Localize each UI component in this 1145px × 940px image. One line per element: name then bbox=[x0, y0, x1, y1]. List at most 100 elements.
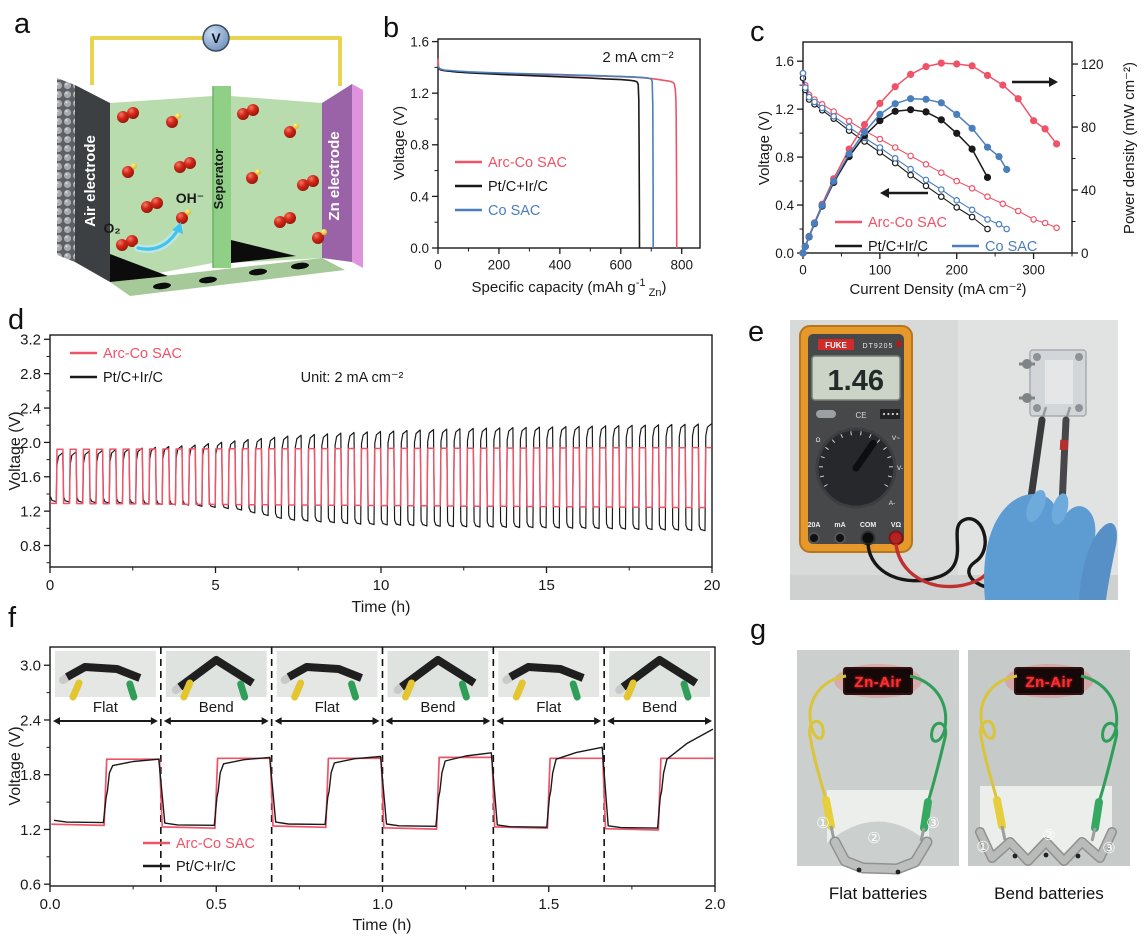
svg-text:V~: V~ bbox=[892, 435, 900, 442]
ce-mark: CE bbox=[855, 411, 866, 420]
plot-frame-b bbox=[437, 38, 701, 249]
svg-text:200: 200 bbox=[488, 258, 511, 273]
electrolyte-right bbox=[231, 96, 322, 263]
panel-b-chart: 0 200 400 600 800 0.0 0.4 0.8 1.2 1.6 2 mA cm⁻² Arc… bbox=[391, 34, 701, 299]
panel-c-chart: 0 100 200 300 0.0 0.4 0.8 1.2 1.6 0 40 80 120 Arc-Co … bbox=[756, 41, 1138, 298]
zn-electrode bbox=[322, 84, 352, 262]
port-label: 20A bbox=[808, 522, 821, 529]
polarization-Co SAC bbox=[802, 73, 1007, 230]
port-label: VΩ bbox=[891, 522, 902, 529]
legend-label: Arc-Co SAC bbox=[488, 155, 567, 171]
port-label: mA bbox=[834, 522, 845, 529]
svg-text:600: 600 bbox=[610, 258, 633, 273]
svg-text:0.6: 0.6 bbox=[20, 877, 41, 894]
svg-text:Ω: Ω bbox=[816, 437, 821, 444]
svg-text:0: 0 bbox=[46, 577, 54, 594]
b-ylabel: Voltage (V) bbox=[391, 106, 408, 180]
inset-photo-0 bbox=[55, 651, 156, 701]
electrolyte-molecules bbox=[116, 104, 327, 251]
o2-label: O₂ bbox=[103, 220, 120, 236]
legend-label: Arc-Co SAC bbox=[868, 215, 947, 231]
svg-text:0.5: 0.5 bbox=[206, 896, 227, 913]
gdl-sphere-wall bbox=[57, 78, 75, 262]
plot-frame-c bbox=[802, 41, 1073, 254]
inset-photo-1 bbox=[165, 651, 267, 701]
led-display bbox=[843, 667, 913, 695]
svg-text:2.0: 2.0 bbox=[705, 896, 726, 913]
flexible-cell bbox=[1019, 349, 1087, 417]
d-ylabel: Voltage (V) bbox=[7, 411, 24, 490]
oh-label: OH⁻ bbox=[176, 190, 204, 206]
f-xlabel: Time (h) bbox=[353, 917, 412, 934]
segment-label-flat: Flat bbox=[315, 699, 341, 716]
voltmeter-label: V bbox=[211, 30, 221, 46]
svg-text:0.4: 0.4 bbox=[775, 198, 794, 213]
bend-batteries-photo: Zn-Air ① ② ③ bbox=[968, 650, 1130, 866]
svg-text:200: 200 bbox=[945, 263, 968, 278]
svg-text:1.6: 1.6 bbox=[775, 54, 794, 69]
battery-number: ① bbox=[976, 839, 989, 856]
electrolyte-left bbox=[110, 96, 213, 282]
legend-label: Arc-Co SAC bbox=[103, 346, 182, 362]
svg-text:800: 800 bbox=[670, 258, 693, 273]
battery-number: ② bbox=[867, 830, 880, 847]
led-text: Zn-Air bbox=[1025, 674, 1072, 691]
annotation-current-density: 2 mA cm⁻² bbox=[602, 49, 673, 66]
f-ylabel: Voltage (V) bbox=[7, 726, 24, 805]
svg-text:A-: A- bbox=[889, 500, 896, 507]
svg-text:1.2: 1.2 bbox=[410, 86, 429, 101]
svg-text:0: 0 bbox=[1081, 246, 1089, 261]
panel-label-f: f bbox=[8, 602, 17, 634]
panel-label-a: a bbox=[14, 8, 31, 40]
svg-text:0: 0 bbox=[434, 258, 442, 273]
segment-label-bend: Bend bbox=[199, 699, 234, 716]
cycling-Arc-Co SAC bbox=[50, 446, 712, 509]
battery-number: ③ bbox=[926, 815, 939, 832]
panel-label-d: d bbox=[8, 304, 25, 336]
svg-text:120: 120 bbox=[1081, 57, 1104, 72]
svg-text:1.2: 1.2 bbox=[20, 504, 41, 521]
legend-label: Co SAC bbox=[488, 203, 540, 219]
svg-text:0.0: 0.0 bbox=[410, 241, 429, 256]
inset-photo-5 bbox=[609, 651, 710, 701]
multimeter-lcd bbox=[811, 355, 901, 401]
svg-text:1.6: 1.6 bbox=[20, 469, 41, 486]
svg-text:0.0: 0.0 bbox=[40, 896, 61, 913]
svg-text:0.4: 0.4 bbox=[410, 189, 429, 204]
multimeter-model: DT9205 bbox=[863, 343, 894, 350]
legend-label: Pt/C+Ir/C bbox=[103, 370, 163, 386]
bend-batteries-caption: Bend batteries bbox=[994, 884, 1104, 903]
legend-label: Pt/C+Ir/C bbox=[488, 179, 548, 195]
svg-text:300: 300 bbox=[1022, 263, 1045, 278]
svg-text:0.8: 0.8 bbox=[20, 538, 41, 555]
panel-label-c: c bbox=[750, 16, 765, 48]
c-ylabel: Voltage (V) bbox=[756, 111, 773, 185]
panel-label-b: b bbox=[383, 12, 400, 44]
svg-text:80: 80 bbox=[1081, 120, 1096, 135]
svg-text:40: 40 bbox=[1081, 183, 1096, 198]
battery-number: ③ bbox=[1102, 840, 1115, 857]
d-annotation: Unit: 2 mA cm⁻² bbox=[301, 370, 404, 386]
flat-batteries-caption: Flat batteries bbox=[828, 884, 928, 903]
inset-photo-2 bbox=[276, 651, 378, 701]
segment-label-flat: Flat bbox=[536, 699, 562, 716]
svg-text:5: 5 bbox=[211, 577, 219, 594]
multimeter-brand: FUKE bbox=[825, 341, 847, 350]
bending-pt-c-ir-c bbox=[53, 728, 714, 829]
series-Arc-Co SAC bbox=[437, 58, 678, 249]
panel-d-chart: 0 5 10 15 20 0.8 1.2 1.6 2.0 2.4 2.8 3.2 Unit: 2 mA … bbox=[7, 332, 720, 616]
voltmeter-icon bbox=[202, 24, 230, 52]
multimeter-reading: 1.46 bbox=[828, 365, 884, 397]
svg-text:2.8: 2.8 bbox=[20, 366, 41, 383]
segment-label-bend: Bend bbox=[642, 699, 677, 716]
panel-e-photo: FUKE DT9205 1.46 CE Ω V~ V- A- 20A mA COM VΩ bbox=[790, 320, 1118, 600]
legend-label: Pt/C+Ir/C bbox=[868, 239, 928, 255]
svg-text:10: 10 bbox=[373, 577, 390, 594]
svg-text:1.2: 1.2 bbox=[20, 822, 41, 839]
multimeter-brand-chip bbox=[818, 339, 854, 350]
segment-label-flat: Flat bbox=[93, 699, 119, 716]
multimeter: FUKE DT9205 1.46 CE Ω V~ V- A- 20A mA COM VΩ bbox=[799, 325, 913, 553]
led-display bbox=[1014, 667, 1084, 695]
panel-a-schematic: V O₂ OH⁻ Air electrode Seperator Zn electrode bbox=[57, 24, 363, 296]
battery-number: ① bbox=[816, 815, 829, 832]
